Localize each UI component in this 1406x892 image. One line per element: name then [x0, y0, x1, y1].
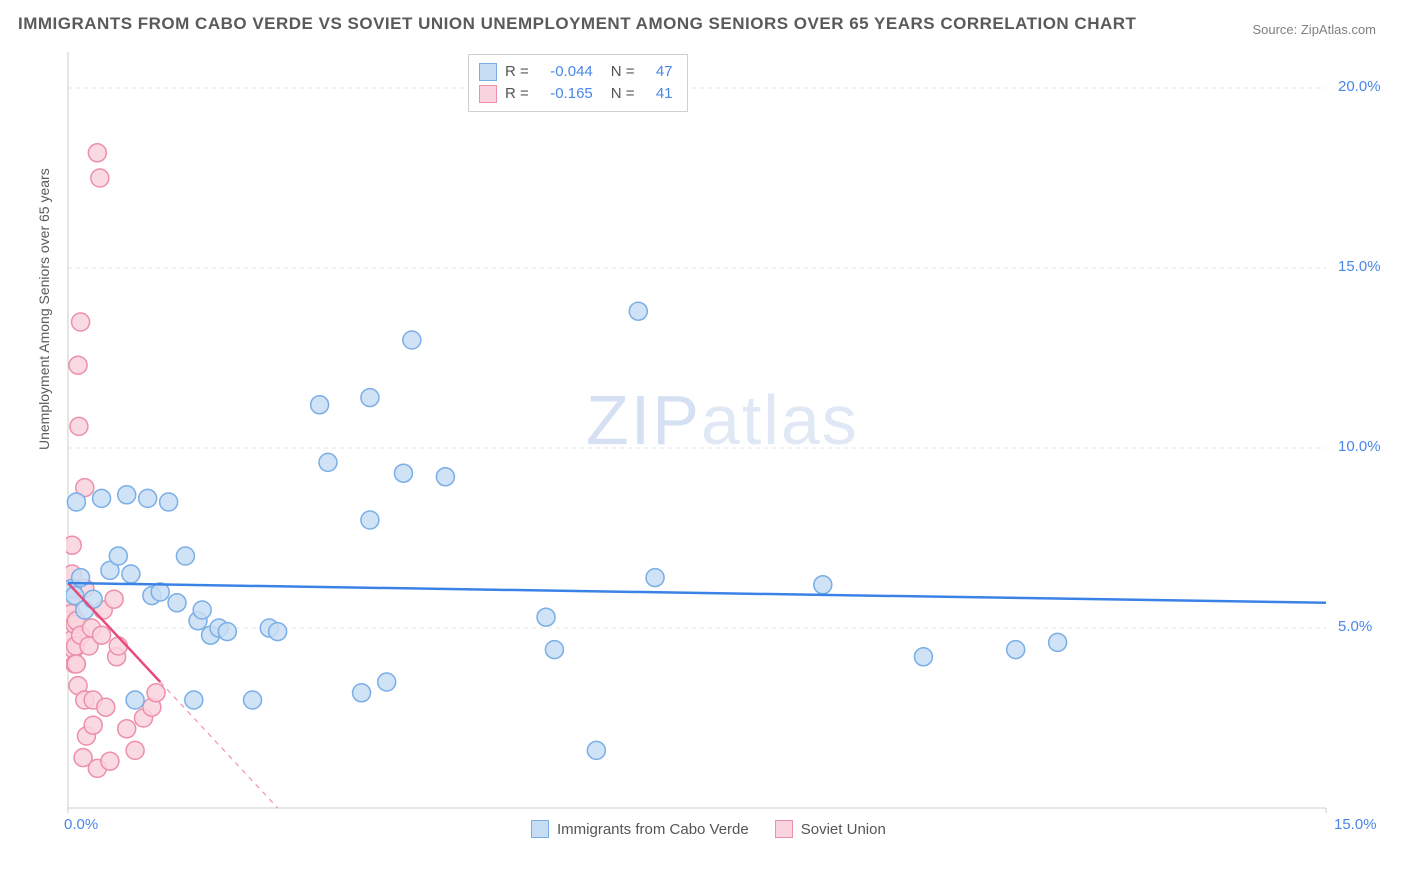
swatch-series-0 — [479, 63, 497, 81]
legend-swatch-0 — [531, 820, 549, 838]
stat-r-value-0: -0.044 — [537, 61, 593, 83]
legend-label-1: Soviet Union — [801, 821, 886, 838]
y-tick-1: 10.0% — [1338, 438, 1381, 455]
legend-label-0: Immigrants from Cabo Verde — [557, 821, 749, 838]
stat-n-label: N = — [611, 61, 635, 83]
legend-swatch-1 — [775, 820, 793, 838]
chart-title: IMMIGRANTS FROM CABO VERDE VS SOVIET UNI… — [18, 14, 1136, 34]
stat-r-label: R = — [505, 61, 529, 83]
y-tick-2: 15.0% — [1338, 258, 1381, 275]
y-tick-0: 5.0% — [1338, 618, 1372, 635]
y-tick-3: 20.0% — [1338, 78, 1381, 95]
legend: Immigrants from Cabo Verde Soviet Union — [531, 820, 886, 838]
stat-r-label: R = — [505, 83, 529, 105]
swatch-series-1 — [479, 85, 497, 103]
stats-row-series-1: R = -0.165 N = 41 — [479, 83, 673, 105]
scatter-plot: ZIPatlas R = -0.044 N = 47 R = -0.165 N … — [66, 50, 1386, 838]
legend-item-1: Soviet Union — [775, 820, 886, 838]
stat-n-value-1: 41 — [643, 83, 673, 105]
chart-area: Unemployment Among Seniors over 65 years… — [48, 50, 1388, 838]
source-attribution: Source: ZipAtlas.com — [1252, 22, 1376, 37]
correlation-stats-box: R = -0.044 N = 47 R = -0.165 N = 41 — [468, 54, 688, 112]
stats-row-series-0: R = -0.044 N = 47 — [479, 61, 673, 83]
y-axis-label: Unemployment Among Seniors over 65 years — [36, 168, 52, 450]
x-tick-1: 15.0% — [1334, 816, 1377, 833]
stat-n-value-0: 47 — [643, 61, 673, 83]
stat-r-value-1: -0.165 — [537, 83, 593, 105]
x-tick-0: 0.0% — [64, 816, 98, 833]
stat-n-label: N = — [611, 83, 635, 105]
legend-item-0: Immigrants from Cabo Verde — [531, 820, 749, 838]
